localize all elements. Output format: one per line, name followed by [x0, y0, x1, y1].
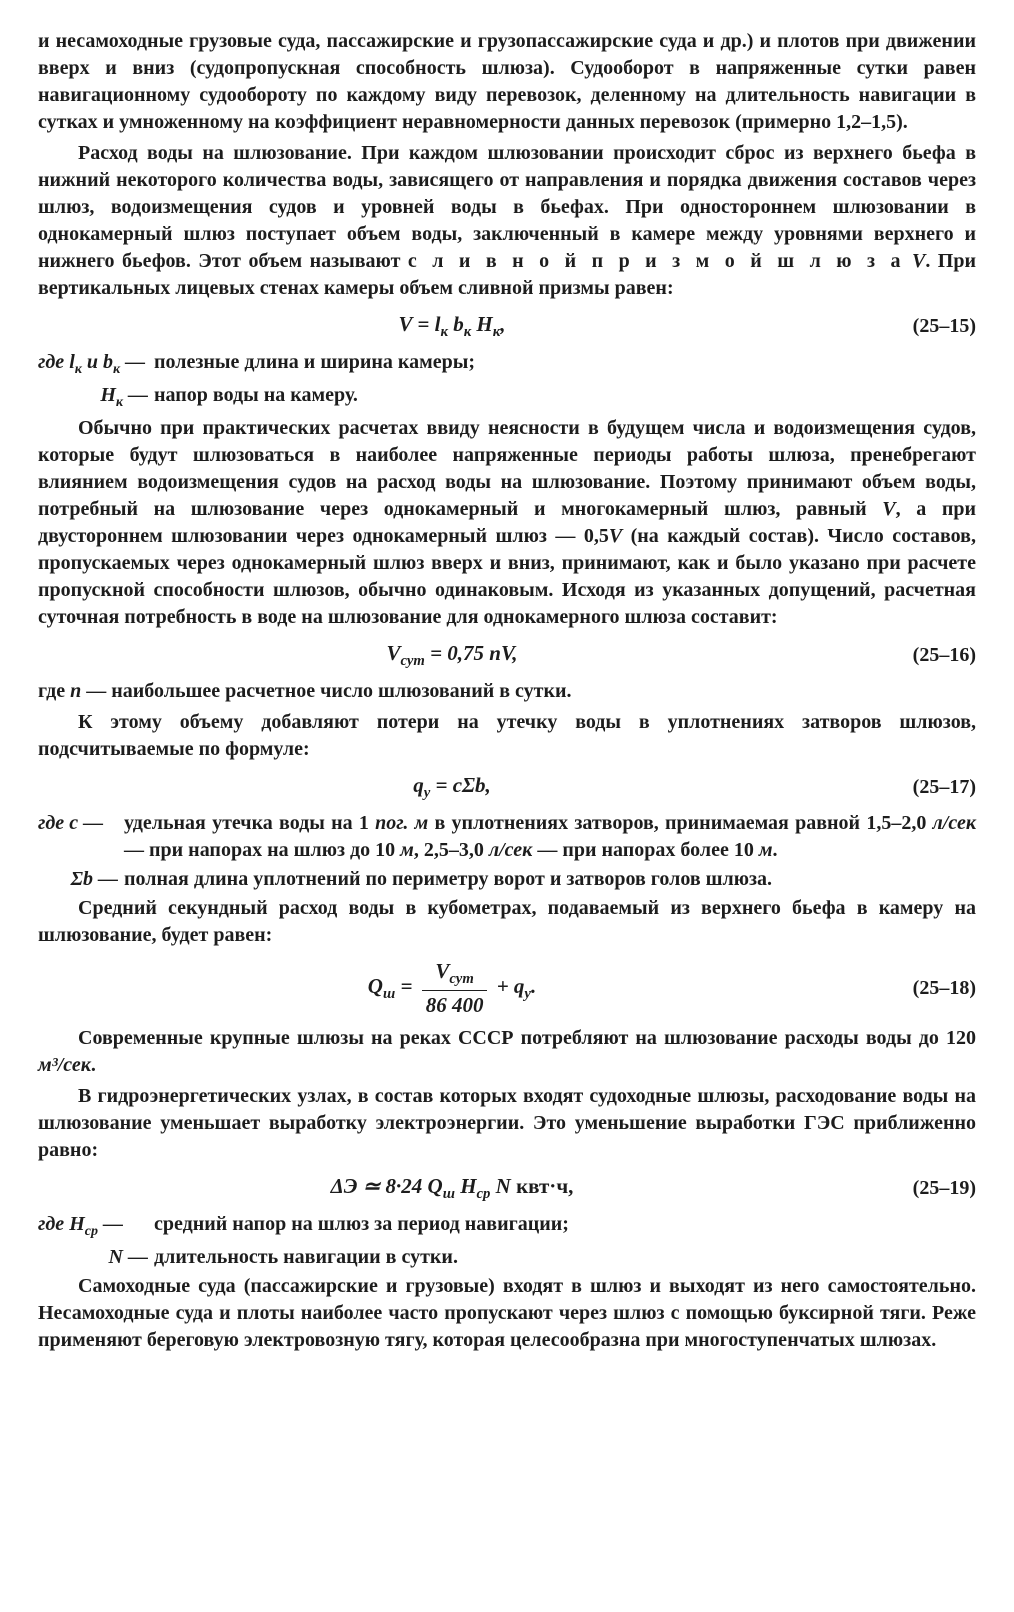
formula-25-19-num: (25–19): [866, 1175, 976, 1202]
formula-25-18-num: (25–18): [866, 975, 976, 1002]
where-txt: напор воды на камеру.: [154, 382, 976, 413]
para-ships: Самоходные суда (пассажирские и грузовые…: [38, 1273, 976, 1354]
where-25-15-b: Hк — напор воды на камеру.: [38, 382, 976, 413]
where-25-15-a: где lк и bк — полезные длина и ширина ка…: [38, 349, 976, 380]
para-sluice-water: Расход воды на шлюзование. При каждом шл…: [38, 140, 976, 302]
f4den: 86 400: [422, 991, 488, 1019]
formula-25-18-body: Qш = Vсут86 400 + qу.: [38, 957, 866, 1019]
where-sym: Hк —: [38, 382, 154, 413]
formula-25-16-num: (25–16): [866, 642, 976, 669]
where-txt: полная длина уплотнений по периметру вор…: [124, 866, 976, 893]
f4a: Qш =: [368, 974, 418, 998]
where-txt: длительность навигации в сутки.: [154, 1244, 976, 1271]
para-avg-flow: Средний секундный расход воды в кубометр…: [38, 895, 976, 949]
where-sym: где c —: [38, 810, 124, 864]
para-practical: Обычно при практических расчетах ввиду н…: [38, 415, 976, 631]
where-sym: где lк и bк —: [38, 349, 154, 380]
term-slivnaja-prizma: с л и в н о й п р и з м о й ш л ю з а: [408, 250, 905, 272]
formula-25-19: ΔЭ ≃ 8·24 Qш Hср N квт·ч, (25–19): [38, 1172, 976, 1205]
formula-25-15: V = lк bк Hк, (25–15): [38, 310, 976, 343]
formula-25-16-body: Vсут = 0,75 nV,: [38, 639, 866, 672]
where-25-17-b: Σb — полная длина уплотнений по периметр…: [38, 866, 976, 893]
fraction-icon: Vсут86 400: [422, 957, 488, 1019]
formula-25-17-num: (25–17): [866, 774, 976, 801]
formula-25-15-body: V = lк bк Hк,: [38, 310, 866, 343]
where-25-19-a: где Hср — средний напор на шлюз за перио…: [38, 1211, 976, 1242]
para-leak: К этому объему добавляют потери на утечк…: [38, 709, 976, 763]
formula-25-16: Vсут = 0,75 nV, (25–16): [38, 639, 976, 672]
where-sym: где Hср —: [38, 1211, 154, 1242]
f4b: + qу.: [491, 974, 536, 998]
where-sym: N —: [38, 1244, 154, 1271]
where-sym: Σb —: [38, 866, 124, 893]
where-txt: средний напор на шлюз за период навигаци…: [154, 1211, 976, 1242]
para-modern: Современные крупные шлюзы на реках СССР …: [38, 1025, 976, 1079]
where-txt: удельная утечка воды на 1 пог. м в уплот…: [124, 810, 976, 864]
formula-25-17-body: qу = cΣb,: [38, 771, 866, 804]
formula-25-18: Qш = Vсут86 400 + qу. (25–18): [38, 957, 976, 1019]
where-txt: полезные длина и ширина камеры;: [154, 349, 976, 380]
formula-25-17: qу = cΣb, (25–17): [38, 771, 976, 804]
formula-25-19-body: ΔЭ ≃ 8·24 Qш Hср N квт·ч,: [38, 1172, 866, 1205]
where-25-17-a: где c — удельная утечка воды на 1 пог. м…: [38, 810, 976, 864]
f4num: Vсут: [422, 957, 488, 991]
where-n: где n — наибольшее расчетное число шлюзо…: [38, 678, 976, 705]
sym-V: V: [912, 250, 925, 272]
formula-25-15-num: (25–15): [866, 313, 976, 340]
where-25-19-b: N — длительность навигации в сутки.: [38, 1244, 976, 1271]
para-hydro: В гидроэнергетических узлах, в состав ко…: [38, 1083, 976, 1164]
para-intro: и несамоходные грузовые суда, пассажирск…: [38, 28, 976, 136]
heading-inline: Расход воды на шлюзование.: [78, 142, 352, 164]
